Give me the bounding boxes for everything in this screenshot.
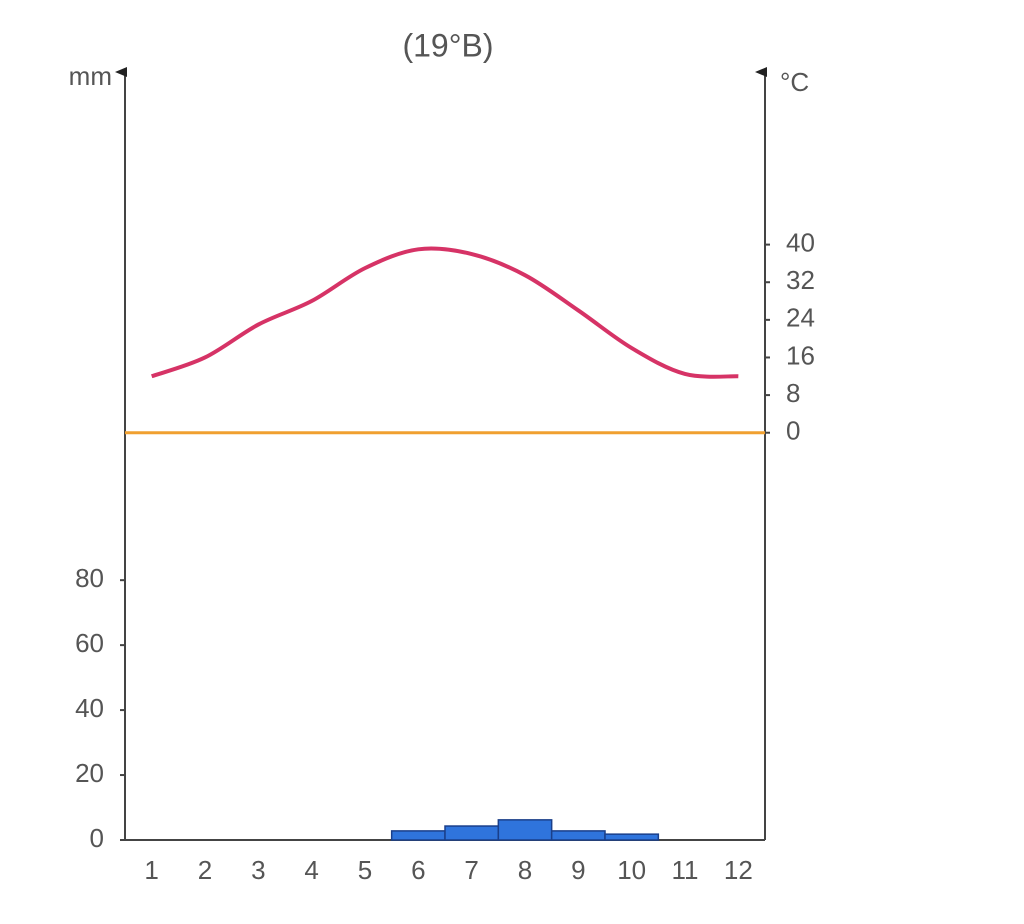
- y-tick-label: 60: [75, 628, 104, 658]
- bar: [604, 833, 660, 841]
- chart-title: (19°B): [402, 27, 493, 63]
- x-tick-label: 7: [464, 855, 478, 885]
- y2-axis-label: °C: [780, 67, 809, 97]
- y2-tick-label: 8: [786, 378, 800, 408]
- x-tick-label: 11: [672, 855, 699, 885]
- x-tick-label: 12: [724, 855, 753, 885]
- y-tick-label: 40: [75, 693, 104, 723]
- bar: [497, 819, 553, 841]
- x-tick-label: 4: [304, 855, 318, 885]
- x-tick-label: 2: [198, 855, 212, 885]
- y-tick-label: 0: [90, 823, 104, 853]
- y2-tick-label: 32: [786, 265, 815, 295]
- bar: [444, 825, 500, 841]
- x-tick-label: 9: [571, 855, 585, 885]
- y2-tick-label: 24: [786, 303, 815, 333]
- temperature-line: [151, 246, 739, 379]
- x-tick-label: 6: [411, 855, 425, 885]
- bar: [390, 830, 446, 841]
- y-axis-label: mm: [69, 61, 112, 91]
- y-tick-label: 80: [75, 563, 104, 593]
- y-tick-label: 20: [75, 758, 104, 788]
- y2-tick-label: 0: [786, 416, 800, 446]
- x-tick-label: 8: [518, 855, 532, 885]
- x-tick-label: 5: [358, 855, 372, 885]
- x-tick-label: 1: [144, 855, 158, 885]
- x-tick-label: 3: [251, 855, 265, 885]
- x-tick-label: 10: [617, 855, 646, 885]
- y2-tick-label: 16: [786, 340, 815, 370]
- bar: [550, 830, 606, 841]
- y2-tick-label: 40: [786, 227, 815, 257]
